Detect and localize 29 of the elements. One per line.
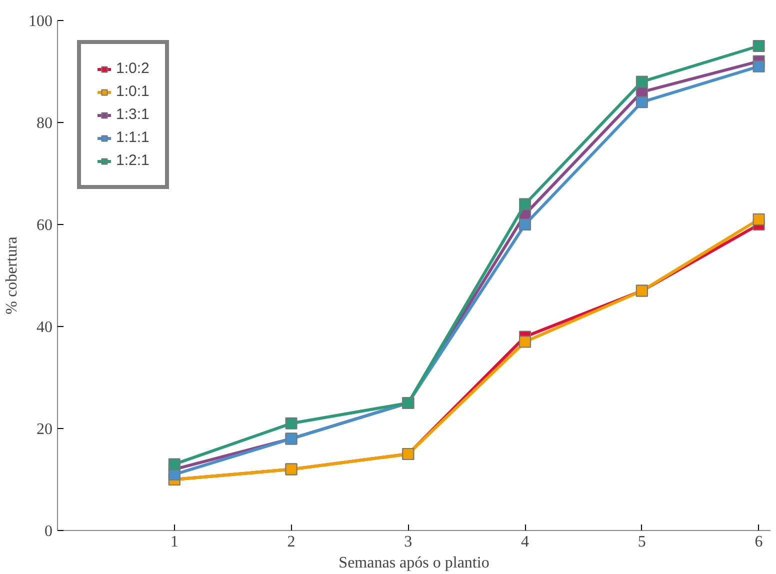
y-axis-title: % cobertura bbox=[4, 236, 20, 314]
x-tick-label: 2 bbox=[287, 534, 296, 550]
x-tick-label: 5 bbox=[638, 534, 646, 550]
point bbox=[752, 60, 765, 72]
x-tick-label: 6 bbox=[754, 534, 763, 550]
x-tick-label: 3 bbox=[404, 534, 412, 550]
point bbox=[285, 417, 298, 430]
point bbox=[168, 458, 180, 470]
y-tick-label: 100 bbox=[28, 13, 52, 30]
y-tick-label: 80 bbox=[36, 115, 52, 132]
x-tick-label: 1 bbox=[170, 534, 178, 550]
legend-label: 1:0:1 bbox=[116, 83, 150, 100]
point bbox=[519, 336, 532, 348]
point bbox=[636, 96, 648, 108]
point bbox=[519, 198, 532, 210]
point bbox=[752, 213, 765, 226]
point bbox=[752, 40, 765, 52]
legend-label: 1:0:2 bbox=[116, 60, 150, 77]
point bbox=[636, 76, 648, 88]
point bbox=[519, 218, 532, 230]
y-tick-label: 60 bbox=[36, 217, 52, 234]
x-axis-title: Semanas após o plantio bbox=[338, 554, 490, 572]
legend-label: 1:2:1 bbox=[116, 152, 150, 169]
legend-label: 1:3:1 bbox=[116, 106, 150, 123]
y-tick-label: 20 bbox=[36, 421, 52, 438]
legend-label: 1:1:1 bbox=[116, 129, 150, 146]
y-tick-label: 40 bbox=[36, 319, 52, 336]
y-tick-label: 0 bbox=[44, 523, 52, 540]
x-tick-label: 4 bbox=[521, 534, 530, 550]
